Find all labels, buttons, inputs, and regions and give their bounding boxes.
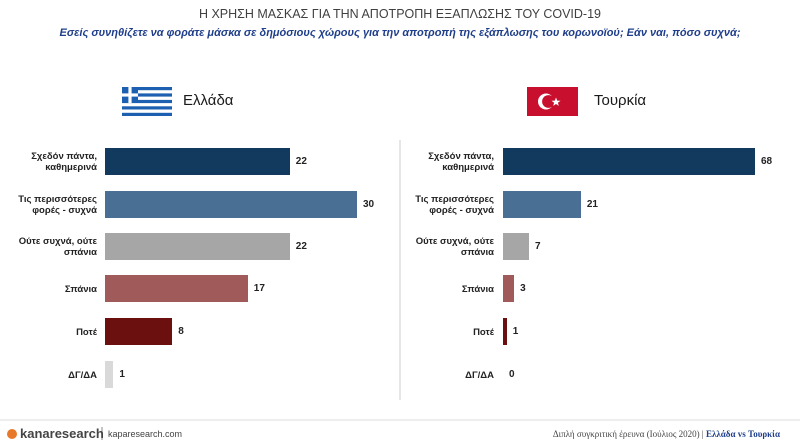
value-label: 7 — [534, 241, 541, 252]
category-label: ΔΓ/ΔΑ — [68, 369, 97, 381]
category-label: Ούτε συχνά, ούτε σπάνια — [18, 236, 97, 258]
bar — [105, 318, 173, 345]
brand: kanaresearch — [20, 426, 104, 441]
value-label: 0 — [509, 369, 515, 380]
bar — [503, 318, 507, 345]
category-label: Τις περισσότερες φορές - συχνά — [415, 194, 494, 216]
value-label: 68 — [761, 156, 773, 167]
category-label: Ποτέ — [473, 326, 494, 338]
bar — [503, 191, 581, 218]
category-label: Τις περισσότερες φορές - συχνά — [18, 194, 97, 216]
category-label: Ποτέ — [76, 326, 97, 338]
comparison: Ελλάδα vs Τουρκία — [705, 429, 780, 439]
bar — [503, 233, 529, 260]
category-label: Σχεδόν πάντα, καθημερινά — [428, 151, 494, 173]
category-label: Σπάνια — [461, 283, 494, 295]
bar — [105, 148, 290, 175]
value-label: 21 — [586, 199, 598, 210]
logo-dot — [7, 429, 17, 439]
site: kaparesearch.com — [108, 429, 183, 439]
value-label: 1 — [119, 369, 125, 380]
value-label: 22 — [295, 241, 307, 252]
value-label: 8 — [178, 326, 184, 337]
bar — [105, 275, 248, 302]
subtitle: Εσείς συνηθίζετε να φοράτε μάσκα σε δημό… — [59, 27, 741, 39]
survey-note: Διπλή συγκριτική έρευνα (Ιούλιος 2020) |… — [553, 429, 780, 439]
category-label: Σπάνια — [64, 283, 97, 295]
value-label: 1 — [512, 326, 519, 337]
value-label: 3 — [520, 283, 526, 294]
bar — [503, 275, 515, 302]
bar — [105, 361, 114, 388]
category-label: ΔΓ/ΔΑ — [465, 369, 494, 381]
bar — [503, 148, 755, 175]
bar — [105, 233, 290, 260]
country-name: Ελλάδα — [183, 92, 234, 109]
value-label: 30 — [363, 199, 375, 210]
category-label: Σχεδόν πάντα, καθημερινά — [31, 151, 97, 173]
value-label: 17 — [253, 283, 265, 294]
category-label: Ούτε συχνά, ούτε σπάνια — [415, 236, 494, 258]
survey: Διπλή συγκριτική έρευνα (Ιούλιος 2020) | — [552, 429, 704, 439]
bar — [105, 191, 357, 218]
value-label: 22 — [295, 156, 307, 167]
greek-flag — [122, 87, 172, 116]
turkish-flag — [527, 87, 578, 116]
country-name: Τουρκία — [594, 92, 647, 109]
title: Η ΧΡΗΣΗ ΜΑΣΚΑΣ ΓΙΑ ΤΗΝ ΑΠΟΤΡΟΠΗ ΕΞΑΠΛΩΣΗ… — [198, 7, 602, 21]
